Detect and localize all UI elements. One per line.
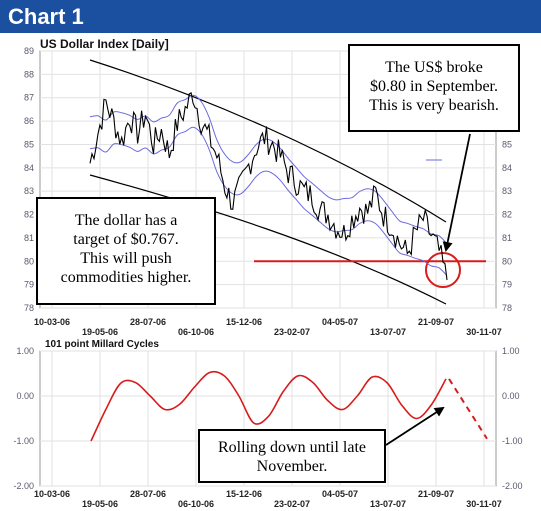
price-series: [89, 92, 448, 281]
annotation-target-line: target of $0.767.: [73, 231, 179, 248]
cycle-projection: [448, 378, 488, 440]
lower-axes: -2.00 -2.00 -1.00 -1.00 0.00 0.00 1.00 1.00 10-0…: [13, 346, 522, 509]
upper-y-tick-right: 80: [502, 256, 512, 266]
lower-x-tick: 23-02-07: [274, 499, 310, 509]
upper-x-tick: 04-05-07: [322, 317, 358, 327]
arrow-break: [442, 133, 471, 252]
lower-x-tick: 13-07-07: [370, 499, 406, 509]
upper-y-tick: 85: [24, 139, 34, 149]
upper-y-tick: 82: [24, 210, 34, 220]
annotation-break-line: $0.80 in September.: [370, 78, 498, 95]
lower-y-tick: 1.00: [16, 346, 34, 356]
upper-x-tick: 21-09-07: [418, 317, 454, 327]
upper-y-tick: 86: [24, 116, 34, 126]
upper-y-tick-right: 78: [502, 303, 512, 313]
upper-axes: 78 79 80 81 82 83 84 85 86 87 88 89 78 79 80 81 82 83 84 85…: [24, 46, 512, 337]
lower-chart-title: 101 point Millard Cycles: [45, 339, 159, 350]
upper-y-tick-right: 79: [502, 280, 512, 290]
cycle-band: [89, 126, 448, 277]
chart-header: Chart 1: [0, 0, 541, 33]
upper-x-tick: 28-07-06: [130, 317, 166, 327]
lower-x-tick: 19-05-06: [82, 499, 118, 509]
lower-x-tick: 04-05-07: [322, 489, 358, 499]
annotation-rolling-line: Rolling down until late: [218, 439, 366, 456]
lower-y-tick: -1.00: [13, 436, 34, 446]
cycle-bands: [89, 94, 448, 277]
upper-x-tick: 13-07-07: [370, 327, 406, 337]
annotation-break-line: The US$ broke: [385, 59, 483, 76]
lower-x-tick: 21-09-07: [418, 489, 454, 499]
annotation-rolling: Rolling down until late November.: [198, 429, 386, 483]
upper-y-tick: 84: [24, 163, 34, 173]
breakdown-circle: [425, 252, 461, 288]
lower-x-tick: 30-11-07: [466, 499, 502, 509]
annotation-target-line: The dollar has a: [74, 212, 178, 229]
annotation-break-line: This is very bearish.: [369, 97, 499, 114]
upper-y-tick: 89: [24, 46, 34, 56]
annotation-target: The dollar has a target of $0.767. This …: [36, 197, 216, 305]
upper-x-tick: 19-05-06: [82, 327, 118, 337]
upper-y-tick: 83: [24, 186, 34, 196]
annotation-target-line: commodities higher.: [60, 269, 192, 286]
upper-y-tick: 81: [24, 233, 34, 243]
lower-y-tick-right: -1.00: [502, 436, 523, 446]
upper-x-tick: 23-02-07: [274, 327, 310, 337]
lower-x-tick: 15-12-06: [226, 489, 262, 499]
upper-y-tick-right: 83: [502, 186, 512, 196]
cycle-series: [90, 370, 488, 442]
upper-y-tick: 79: [24, 280, 34, 290]
price-line: [89, 92, 448, 281]
upper-y-tick: 87: [24, 93, 34, 103]
annotation-target-line: This will push: [80, 250, 172, 267]
upper-y-tick: 80: [24, 256, 34, 266]
upper-y-tick: 78: [24, 303, 34, 313]
lower-y-tick: 0.00: [16, 391, 34, 401]
upper-x-tick: 06-10-06: [178, 327, 214, 337]
upper-y-tick-right: 85: [502, 139, 512, 149]
lower-x-tick: 06-10-06: [178, 499, 214, 509]
channel-lower: [89, 174, 447, 305]
upper-chart-title: US Dollar Index [Daily]: [40, 37, 169, 51]
lower-y-tick: -2.00: [13, 481, 34, 491]
lower-y-tick-right: 0.00: [502, 391, 520, 401]
lower-y-tick-right: 1.00: [502, 346, 520, 356]
price-channel: [89, 59, 486, 305]
upper-x-tick: 30-11-07: [466, 327, 502, 337]
annotation-arrows: [385, 133, 471, 446]
cycle-band: [89, 94, 448, 245]
upper-y-tick-right: 82: [502, 210, 512, 220]
upper-x-tick: 10-03-06: [34, 317, 70, 327]
lower-x-tick: 10-03-06: [34, 489, 70, 499]
cycle-line: [90, 370, 447, 442]
chart-heading: Chart 1: [8, 4, 84, 29]
arrow-rolling: [385, 406, 445, 446]
lower-y-tick-right: -2.00: [502, 481, 523, 491]
upper-y-tick-right: 81: [502, 233, 512, 243]
channel-upper: [89, 59, 447, 223]
annotation-break: The US$ broke $0.80 in September. This i…: [348, 44, 520, 132]
lower-x-tick: 28-07-06: [130, 489, 166, 499]
upper-x-tick: 15-12-06: [226, 317, 262, 327]
annotation-rolling-line: November.: [256, 458, 328, 475]
upper-y-tick-right: 84: [502, 163, 512, 173]
upper-y-tick: 88: [24, 69, 34, 79]
